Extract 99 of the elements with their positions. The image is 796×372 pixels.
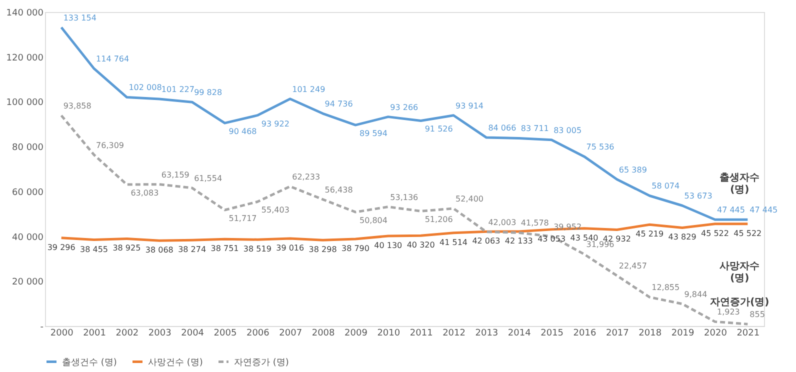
data-label: 38 274 [178,245,206,254]
data-label: 41 514 [440,238,468,247]
data-label: 38 068 [145,246,174,255]
data-label: 45 522 [734,228,762,238]
data-label: 55,403 [261,206,290,215]
data-label: 76,309 [96,140,124,150]
y-tick-label: 120 000 [6,53,44,64]
x-tick-label: 2020 [704,328,728,338]
data-label: 50,804 [359,216,388,226]
data-label: 53,136 [390,192,418,202]
data-label: 47 445 [750,206,778,215]
data-label: 75 536 [586,142,614,152]
data-label: 45 522 [700,228,729,238]
data-label: 61,554 [194,174,222,183]
x-tick-label: 2004 [181,328,204,338]
data-label: 93 922 [261,119,290,128]
data-label: 38 790 [341,244,370,253]
legend-label: 자연증가 (명) [234,358,289,368]
data-label: 51,206 [424,215,453,224]
annotation: 사망자수 (명) [720,260,760,284]
data-label: 38 298 [308,245,337,254]
x-tick-label: 2001 [83,328,106,338]
data-label: 101 227 [161,84,194,94]
y-tick-label: 40 000 [12,232,44,243]
annotation: 자연증가(명) [710,297,770,308]
x-tick-label: 2003 [148,328,172,338]
legend-label: 사망건수 (명) [148,358,203,368]
data-label: 40 130 [374,240,402,250]
data-label: 65 389 [618,165,647,174]
x-tick-label: 2013 [475,328,498,338]
data-label: 114 764 [96,54,130,64]
data-label: 56,438 [324,185,353,194]
y-tick-label: 20 000 [12,278,44,288]
data-label: 1,923 [716,308,740,317]
annotation: 출생자수 (명) [720,172,760,196]
data-label: 39 296 [47,242,76,252]
data-label: 9,844 [684,290,708,299]
data-label: 63,159 [161,170,190,180]
y-tick-label: 140 000 [6,8,44,18]
data-label: 52,400 [456,194,484,204]
data-label: 38 751 [210,244,239,254]
data-label: 43 053 [538,234,566,244]
x-tick-label: 2009 [344,328,368,338]
x-tick-label: 2007 [279,328,302,338]
data-label: 93 266 [390,102,418,112]
x-tick-label: 2015 [540,328,564,338]
x-tick-label: 2000 [50,328,74,338]
x-tick-label: 2006 [246,328,270,338]
x-tick-label: 2014 [508,328,532,338]
data-label: 43 829 [668,232,696,242]
data-label: 63,083 [130,188,159,198]
x-tick-label: 2012 [442,328,466,338]
data-label: 38 455 [80,244,108,254]
y-tick-label: 60 000 [12,188,44,198]
data-label: 45 219 [636,230,664,239]
x-tick-label: 2019 [671,328,695,338]
x-tick-label: 2021 [736,328,760,338]
data-label: 101 249 [292,84,326,94]
data-label: 99 828 [194,88,222,98]
data-label: 62,233 [292,172,320,182]
data-label: 22,457 [618,262,647,271]
data-label: 38 925 [112,244,141,253]
x-tick-label: 2008 [312,328,336,338]
data-label: 41,578 [520,218,549,228]
legend-label: 출생건수 (명) [62,358,117,368]
data-label: 38 519 [243,244,272,254]
data-label: 42,003 [488,218,516,227]
y-tick-label: 80 000 [12,143,44,154]
data-label: 12,855 [652,283,680,292]
x-tick-label: 2002 [116,328,139,338]
data-label: 47 445 [716,206,745,215]
data-label: 91 526 [424,124,453,134]
data-label: 93 914 [456,101,484,110]
x-tick-label: 2018 [638,328,662,338]
data-label: 58 074 [652,182,680,191]
data-label: 83 711 [520,124,549,134]
data-label: 43 540 [570,233,598,242]
x-tick-label: 2005 [214,328,237,338]
data-label: 89 594 [359,129,388,138]
y-tick-label: 100 000 [6,98,44,108]
data-label: 83 005 [554,126,582,135]
data-label: 53 673 [684,192,712,201]
data-label: 855 [750,310,765,320]
x-tick-label: 2016 [573,328,596,338]
y-tick-label: - [40,322,44,332]
data-label: 51,717 [228,214,257,224]
data-label: 42 063 [472,236,500,246]
data-label: 84 066 [488,123,516,132]
data-label: 133 154 [63,13,96,22]
x-tick-label: 2011 [410,328,433,338]
data-label: 102 008 [128,83,162,92]
data-label: 39 016 [276,243,304,252]
x-tick-label: 2010 [377,328,400,338]
x-tick-label: 2017 [606,328,629,338]
data-label: 42 133 [504,236,533,246]
data-label: 40 320 [406,240,435,250]
data-label: 90 468 [228,127,257,136]
data-label: 93,858 [63,101,92,110]
data-label: 94 736 [324,100,353,109]
